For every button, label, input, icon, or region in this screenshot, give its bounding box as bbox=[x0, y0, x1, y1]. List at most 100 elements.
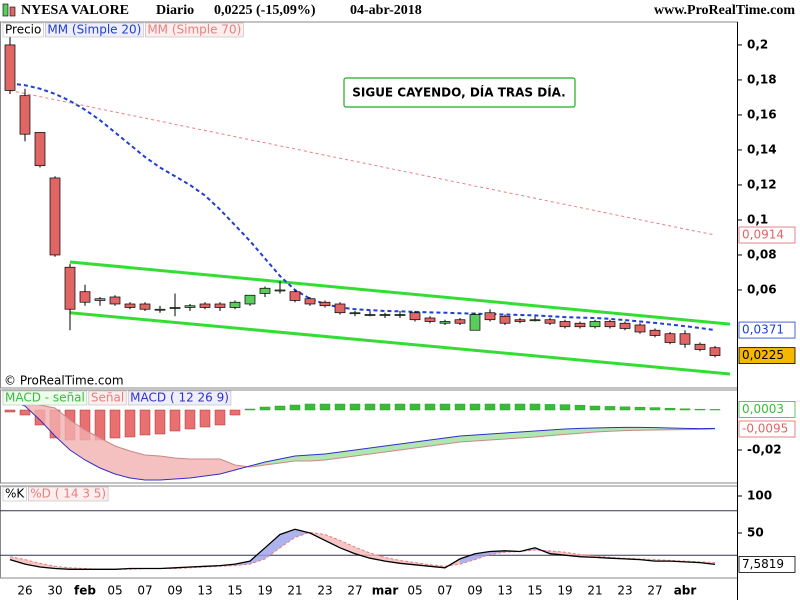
legend-label: MM (Simple 20) bbox=[47, 23, 141, 37]
y-tick-label: 50 bbox=[747, 525, 764, 539]
histogram-bar bbox=[4, 409, 16, 413]
y-tick-label: 0,16 bbox=[747, 107, 777, 121]
candle-body bbox=[439, 321, 451, 324]
histogram-bar bbox=[199, 409, 211, 428]
legend-label: Precio bbox=[5, 23, 41, 37]
legend-label: %K bbox=[5, 487, 25, 501]
histogram-bar bbox=[304, 403, 316, 411]
legend-label: MACD ( 12 26 9) bbox=[130, 391, 229, 405]
histogram-bar bbox=[664, 407, 676, 411]
candle-body bbox=[364, 314, 376, 316]
histogram-bar bbox=[649, 407, 661, 411]
candle-body bbox=[379, 314, 391, 316]
candle-body bbox=[619, 322, 631, 329]
y-tick-label: 0,14 bbox=[747, 142, 777, 156]
stoch-fill bbox=[460, 553, 475, 565]
candle-body bbox=[514, 319, 526, 322]
y-tick-label: 0,2 bbox=[747, 37, 768, 51]
histogram-bar bbox=[484, 403, 496, 411]
histogram-bar bbox=[589, 405, 601, 411]
x-tick-label: 13 bbox=[197, 584, 212, 598]
histogram-bar bbox=[469, 403, 481, 411]
macd-fill bbox=[115, 446, 130, 478]
candle-body bbox=[169, 307, 181, 309]
histogram-bar bbox=[229, 409, 241, 416]
y-tick-label: 100 bbox=[747, 488, 772, 502]
x-tick-label: 05 bbox=[407, 584, 422, 598]
macd-fill bbox=[175, 458, 190, 479]
histogram-bar bbox=[364, 403, 376, 411]
macd-fill bbox=[100, 438, 115, 474]
x-tick-label: mar bbox=[372, 584, 399, 598]
histogram-bar bbox=[94, 409, 106, 441]
histogram-bar bbox=[319, 403, 331, 411]
macd-fill bbox=[85, 430, 100, 468]
macd-fill bbox=[475, 434, 490, 441]
stoch-fill bbox=[325, 534, 340, 548]
legend-box bbox=[2, 486, 27, 502]
d-line bbox=[9, 531, 716, 570]
y-tick-label: 0,1 bbox=[747, 212, 768, 226]
histogram-bar bbox=[109, 409, 121, 439]
macd-fill bbox=[40, 405, 55, 436]
candle-body bbox=[394, 314, 406, 316]
legend-box bbox=[127, 390, 232, 406]
macd-fill bbox=[205, 459, 220, 476]
histogram-bar bbox=[454, 403, 466, 411]
candle-body bbox=[709, 347, 721, 356]
macd-fill bbox=[565, 428, 580, 435]
stoch-fill bbox=[265, 534, 280, 559]
histogram-bar bbox=[169, 409, 181, 432]
histogram-bar bbox=[544, 404, 556, 411]
candle-body bbox=[334, 303, 346, 314]
stoch-fill bbox=[355, 547, 370, 559]
candle-body bbox=[694, 343, 706, 350]
k-line bbox=[9, 528, 716, 570]
stoch-fill bbox=[25, 559, 40, 568]
histogram-bar bbox=[184, 409, 196, 430]
price-tag bbox=[738, 400, 796, 418]
macd-fill bbox=[160, 456, 175, 480]
macd-line bbox=[9, 399, 716, 481]
candle-body bbox=[604, 321, 616, 328]
candle-body bbox=[454, 319, 466, 324]
price-tag-label: 0,0225 bbox=[742, 348, 784, 362]
x-tick-label: 15 bbox=[527, 584, 542, 598]
trendline bbox=[69, 311, 731, 376]
macd-fill bbox=[190, 459, 205, 478]
y-tick-label: -0,02 bbox=[747, 443, 782, 457]
candle-body bbox=[544, 319, 556, 324]
candle-body bbox=[4, 44, 16, 91]
title: NYESA VALORE bbox=[21, 3, 129, 18]
candle-body bbox=[109, 296, 121, 305]
stoch-fill bbox=[280, 529, 295, 548]
candle-body bbox=[289, 291, 301, 301]
macd-fill bbox=[640, 427, 655, 431]
histogram-bar bbox=[154, 409, 166, 435]
candle-body bbox=[229, 301, 241, 308]
price-tag-label: 0,0003 bbox=[742, 402, 784, 416]
histogram-bar bbox=[334, 403, 346, 411]
legend-box bbox=[2, 390, 88, 406]
macd-fill bbox=[130, 451, 145, 480]
x-tick-label: 05 bbox=[107, 584, 122, 598]
macd-fill bbox=[25, 401, 40, 420]
moving-average bbox=[9, 82, 716, 332]
histogram-bar bbox=[574, 404, 586, 411]
legend-box bbox=[145, 22, 244, 38]
x-tick-label: 21 bbox=[587, 584, 602, 598]
macd-fill bbox=[550, 429, 565, 436]
candle-body bbox=[304, 298, 316, 305]
stoch-fill bbox=[385, 557, 400, 564]
histogram-bar bbox=[124, 409, 136, 438]
date: 04-abr-2018 bbox=[350, 3, 422, 18]
candle-body bbox=[649, 329, 661, 336]
x-tick-label: 15 bbox=[227, 584, 242, 598]
candle-body bbox=[664, 333, 676, 343]
histogram-bar bbox=[709, 409, 721, 411]
candle-body bbox=[139, 303, 151, 310]
histogram-bar bbox=[514, 403, 526, 411]
histogram-bar bbox=[499, 403, 511, 411]
annotation-box bbox=[343, 77, 576, 108]
